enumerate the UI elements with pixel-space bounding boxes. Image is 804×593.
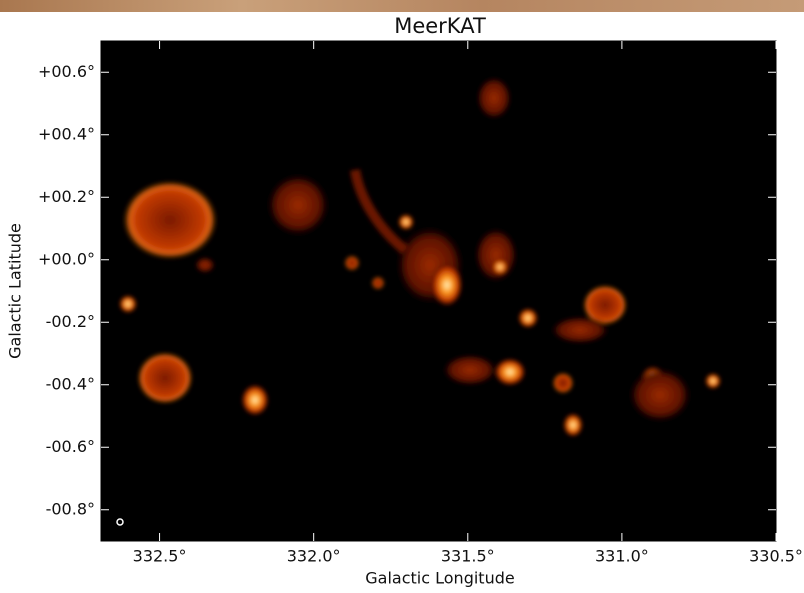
x-tick-label: 332.0° xyxy=(287,547,341,566)
y-tick-label: +00.4° xyxy=(38,124,95,143)
x-tick-label: 330.5° xyxy=(749,547,803,566)
x-tick-label: 331.5° xyxy=(441,547,495,566)
chart: MeerKAT Galactic Longitude Galactic Lati… xyxy=(0,0,804,593)
y-tick-label: -00.4° xyxy=(46,374,95,393)
y-tick-label: -00.2° xyxy=(46,312,95,331)
x-tick-label: 331.0° xyxy=(595,547,649,566)
y-tick-label: +00.6° xyxy=(38,62,95,81)
y-tick-label: -00.6° xyxy=(46,437,95,456)
y-tick-label: +00.2° xyxy=(38,187,95,206)
y-tick-label: -00.8° xyxy=(46,499,95,518)
x-axis-label: Galactic Longitude xyxy=(365,569,514,588)
y-axis-label: Galactic Latitude xyxy=(6,223,25,359)
y-tick-label: +00.0° xyxy=(38,249,95,268)
chart-title: MeerKAT xyxy=(394,14,486,38)
x-tick-label: 332.5° xyxy=(133,547,187,566)
header-strip xyxy=(0,0,804,12)
